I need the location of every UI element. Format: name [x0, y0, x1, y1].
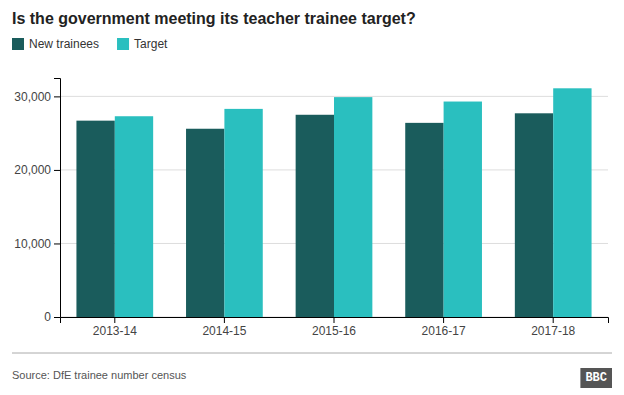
plot: 0 10,000 20,000 30,000 2013-14 2014-15 2015-16…	[14, 79, 608, 338]
legend-item: New trainees	[12, 37, 99, 51]
bar	[444, 102, 482, 317]
y-tick: 30,000	[14, 90, 60, 104]
x-tick-label: 2015-16	[312, 324, 356, 338]
bar	[515, 113, 553, 317]
y-axis: 0 10,000 20,000 30,000	[14, 79, 60, 325]
chart: Is the government meeting its teacher tr…	[0, 0, 624, 395]
bar	[405, 123, 443, 317]
x-tick: 2016-17	[422, 317, 466, 338]
logo: BBC	[580, 368, 612, 388]
legend-label: Target	[134, 37, 168, 51]
logo-box	[580, 368, 612, 388]
bar	[224, 109, 262, 317]
legend-label: New trainees	[29, 37, 99, 51]
bar	[115, 116, 153, 317]
y-tick-label: 0	[44, 310, 51, 324]
x-tick-label: 2016-17	[422, 324, 466, 338]
grid	[60, 96, 608, 317]
x-tick-mark	[553, 317, 554, 323]
legend-swatch	[12, 38, 24, 50]
y-tick-label: 30,000	[14, 90, 51, 104]
separator	[12, 353, 612, 354]
legend: New trainees Target	[12, 37, 168, 51]
x-tick-label: 2014-15	[202, 324, 246, 338]
y-tick-label: 10,000	[14, 237, 51, 251]
bar	[76, 121, 114, 317]
y-tick: 20,000	[14, 163, 60, 177]
grid-line	[60, 96, 608, 97]
y-tick-mark	[54, 96, 60, 97]
x-tick-label: 2013-14	[93, 324, 137, 338]
legend-swatch	[117, 38, 129, 50]
x-tick: 2015-16	[312, 317, 356, 338]
x-tick-mark	[224, 317, 225, 323]
y-axis-line	[54, 79, 61, 318]
title: Is the government meeting its teacher tr…	[12, 10, 416, 27]
bars	[76, 88, 591, 317]
x-tick: 2014-15	[202, 317, 246, 338]
logo-text: BBC	[585, 371, 607, 385]
x-tick-mark	[334, 317, 335, 323]
y-tick-mark	[54, 243, 60, 244]
x-tick: 2017-18	[531, 317, 575, 338]
y-tick-label: 20,000	[14, 163, 51, 177]
x-tick-mark	[443, 317, 444, 323]
x-axis-line	[61, 318, 609, 324]
y-tick: 10,000	[14, 237, 60, 251]
source: Source: DfE trainee number census	[12, 369, 187, 381]
bar	[186, 129, 224, 317]
y-tick-mark	[54, 170, 60, 171]
y-tick-mark	[54, 317, 60, 318]
legend-item: Target	[117, 37, 168, 51]
x-tick: 2013-14	[93, 317, 137, 338]
bar	[296, 115, 334, 317]
y-tick: 0	[44, 310, 60, 324]
bar	[334, 97, 372, 317]
x-tick-label: 2017-18	[531, 324, 575, 338]
bar	[553, 88, 591, 317]
x-tick-mark	[114, 317, 115, 323]
x-axis: 2013-14 2014-15 2015-16 2016-17 2017-18	[61, 317, 609, 338]
